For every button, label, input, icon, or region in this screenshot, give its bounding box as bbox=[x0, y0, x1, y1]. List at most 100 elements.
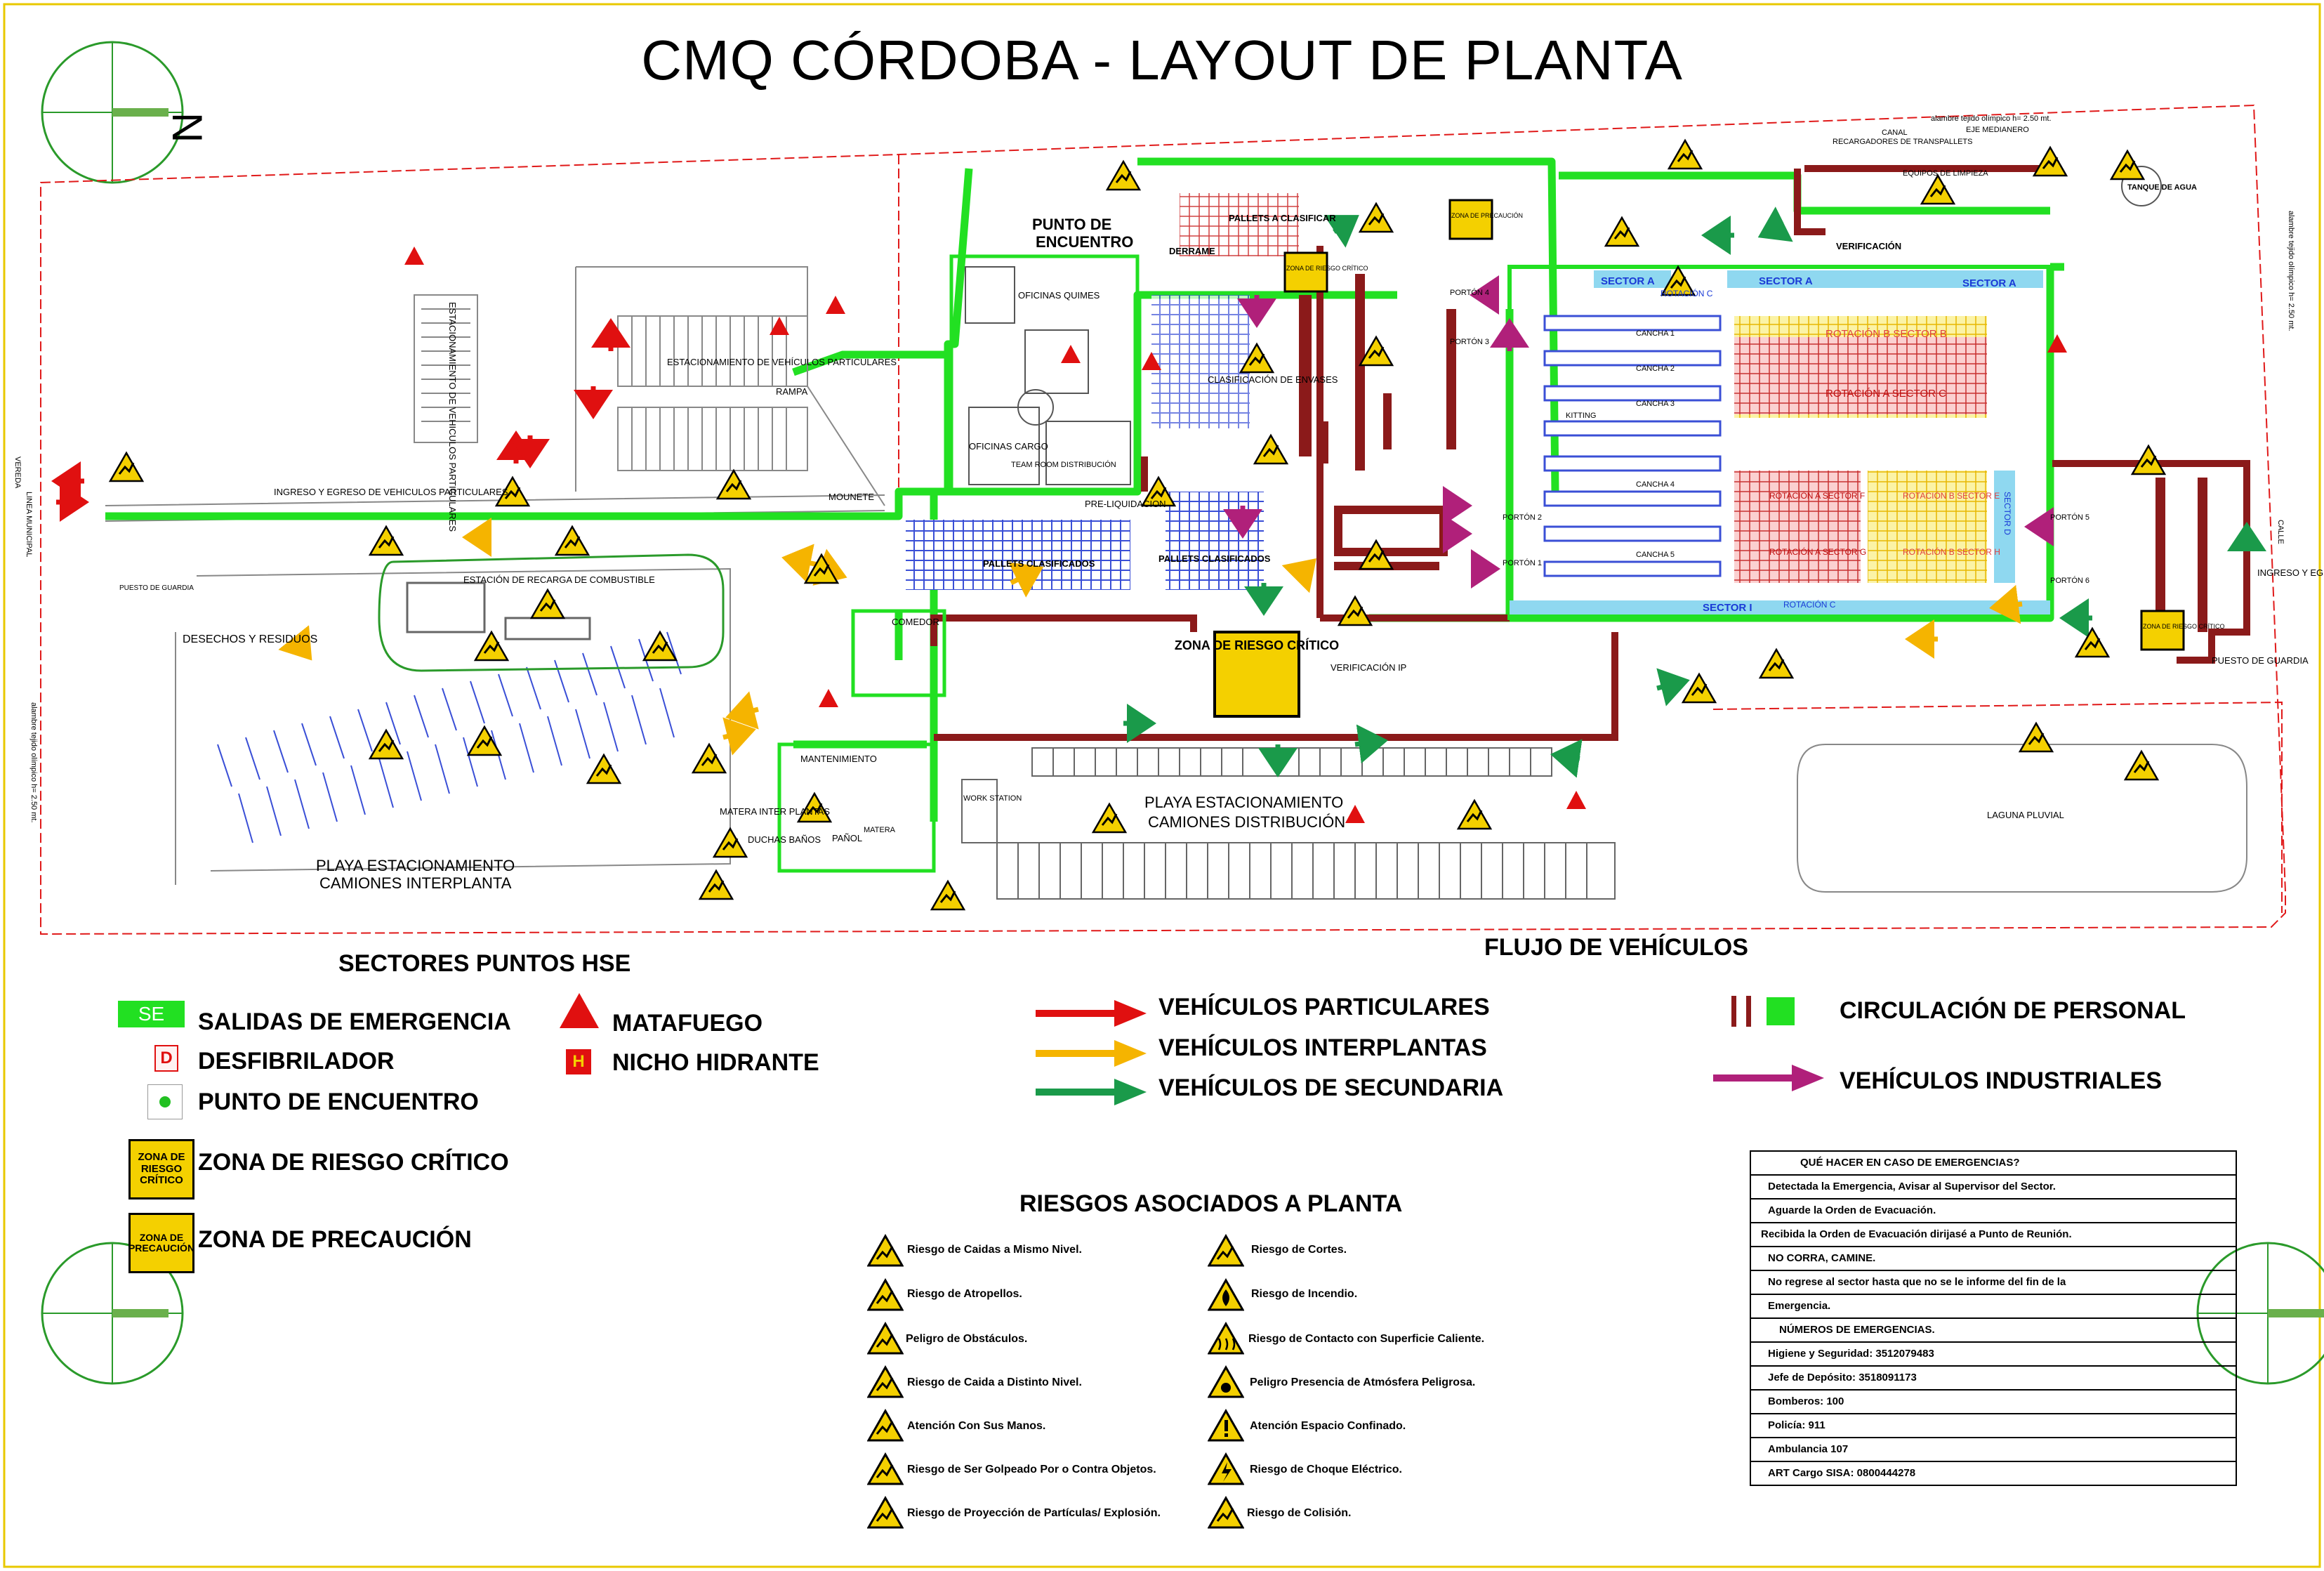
label-oficinas-quimes: OFICINAS QUIMES bbox=[1018, 290, 1100, 301]
legend-salidas: SALIDAS DE EMERGENCIA bbox=[198, 1008, 511, 1035]
label-porton-6: PORTÓN 6 bbox=[2050, 576, 2089, 585]
risk-incendio-icon bbox=[1208, 1278, 1244, 1311]
legend-desfibrilador-icon: D bbox=[154, 1045, 178, 1072]
emergency-row: Bomberos: 100 bbox=[1751, 1391, 2236, 1414]
risk-left-4: Riesgo de Caida a Distinto Nivel. bbox=[907, 1376, 1082, 1388]
label-pallets-a-clasificar: PALLETS A CLASIFICAR bbox=[1229, 213, 1336, 223]
laguna-boundary bbox=[1712, 701, 2283, 913]
clasificacion-envases-area bbox=[1151, 295, 1250, 428]
label-tanque-agua: TANQUE DE AGUA bbox=[2127, 183, 2197, 192]
label-porton-1: PORTÓN 1 bbox=[1503, 558, 1542, 567]
water-tank bbox=[2121, 166, 2162, 206]
risk-caida-distinto-nivel-icon bbox=[867, 1365, 904, 1398]
flow-secundaria bbox=[1123, 206, 2266, 778]
legend-punto-encuentro: PUNTO DE ENCUENTRO bbox=[198, 1089, 479, 1115]
label-sector-e: ROTACIÓN B SECTOR E bbox=[1903, 490, 2000, 501]
legend-personal: CIRCULACIÓN DE PERSONAL bbox=[1840, 997, 2186, 1024]
risk-atmosfera-icon bbox=[1208, 1365, 1244, 1398]
label-mantenimiento: MANTENIMIENTO bbox=[800, 754, 877, 764]
legend-punto-encuentro-icon bbox=[147, 1084, 183, 1119]
zona-riesgo-center-label: ZONA DE RIESGO CRÍTICO bbox=[1175, 638, 1339, 652]
label-estac-particulares: ESTACIONAMIENTO DE VEHÍCULOS PARTICULARE… bbox=[667, 357, 897, 367]
label-cancha-5: CANCHA 5 bbox=[1636, 551, 1675, 559]
sector-f-area bbox=[1734, 471, 1861, 527]
legend-interplantas: VEHÍCULOS INTERPLANTAS bbox=[1158, 1034, 1487, 1061]
label-canal: CANAL bbox=[1882, 129, 1908, 137]
legend-secundaria: VEHÍCULOS DE SECUNDARIA bbox=[1158, 1074, 1504, 1101]
risk-left-7: Riesgo de Proyección de Partículas/ Expl… bbox=[907, 1507, 1161, 1519]
label-puesto-guardia-right: PUESTO DE GUARDIA bbox=[2212, 655, 2309, 666]
flow-industriales bbox=[1223, 275, 2054, 589]
label-verificacion: VERIFICACIÓN bbox=[1836, 241, 1901, 251]
risk-right-5: Atención Espacio Confinado. bbox=[1250, 1420, 1406, 1432]
car-parking-particulares bbox=[414, 294, 808, 471]
legend-zona-riesgo: ZONA DE RIESGO CRÍTICO bbox=[198, 1149, 509, 1176]
sector-a-strip bbox=[1727, 270, 2043, 288]
label-porton-2: PORTÓN 2 bbox=[1503, 513, 1542, 522]
pallets-clasificados-area-2 bbox=[1166, 492, 1264, 590]
zona-precaucion-top bbox=[1448, 199, 1493, 240]
label-pallets-clasificados-1: PALLETS CLASIFICADOS bbox=[983, 558, 1095, 569]
risk-left-5: Atención Con Sus Manos. bbox=[907, 1420, 1046, 1432]
legend-matafuego-icon bbox=[560, 993, 599, 1028]
map-labels: ESTACIONAMIENTO DE VEHICULOS PARTICULARE… bbox=[13, 114, 2324, 892]
label-sector-g: ROTACIÓN A SECTOR G bbox=[1769, 546, 1866, 557]
legend-flow-title: FLUJO DE VEHÍCULOS bbox=[1484, 934, 1748, 961]
risk-espacio-confinado-icon bbox=[1208, 1409, 1244, 1442]
label-cancha-2: CANCHA 2 bbox=[1636, 364, 1675, 373]
risk-choque-electrico-icon bbox=[1208, 1452, 1244, 1485]
pallets-a-clasificar-area bbox=[1180, 193, 1299, 256]
sector-i-strip bbox=[1510, 600, 2050, 614]
label-ingreso-egreso-right: INGRESO Y EGRESO bbox=[2257, 567, 2324, 578]
page-title: CMQ CÓRDOBA - LAYOUT DE PLANTA bbox=[641, 29, 1683, 91]
emergency-row: Aguarde la Orden de Evacuación. bbox=[1751, 1199, 2236, 1223]
legend-matafuego: MATAFUEGO bbox=[612, 1010, 763, 1037]
label-equipos-limpieza: EQUIPOS DE LIMPIEZA bbox=[1903, 169, 1988, 178]
emergency-row: Policía: 911 bbox=[1751, 1414, 2236, 1438]
risk-manos-icon bbox=[867, 1409, 904, 1442]
legend-nicho: NICHO HIDRANTE bbox=[612, 1049, 819, 1076]
legend-zona-riesgo-icon: ZONA DE RIESGO CRÍTICO bbox=[128, 1139, 194, 1199]
risk-golpeado-icon bbox=[867, 1452, 904, 1485]
label-pallets-clasificados-2: PALLETS CLASIFICADOS bbox=[1158, 553, 1271, 564]
emergency-row: Jefe de Depósito: 3518091173 bbox=[1751, 1367, 2236, 1391]
label-sector-a2: SECTOR A bbox=[1759, 275, 1813, 287]
label-puesto-guardia-left: PUESTO DE GUARDIA bbox=[119, 584, 194, 592]
emergency-row: QUÉ HACER EN CASO DE EMERGENCIAS? bbox=[1751, 1152, 2236, 1176]
label-boundary-top: alambre tejido olímpico h= 2.50 mt. bbox=[1931, 114, 2052, 123]
risk-colision-icon bbox=[1208, 1496, 1244, 1529]
risk-cortes-icon bbox=[1208, 1234, 1244, 1267]
legend-personal-green-icon bbox=[1767, 997, 1795, 1025]
legend-desfibrilador: DESFIBRILADOR bbox=[198, 1048, 395, 1074]
legend-zona-precaucion: ZONA DE PRECAUCIÓN bbox=[198, 1226, 472, 1253]
label-work-station: WORK STATION bbox=[963, 794, 1022, 803]
emergency-row: Emergencia. bbox=[1751, 1295, 2236, 1319]
risk-right-4: Peligro Presencia de Atmósfera Peligrosa… bbox=[1250, 1376, 1476, 1388]
legend-particulares-arrow bbox=[1036, 1000, 1147, 1027]
legend-secundaria-arrow bbox=[1036, 1079, 1147, 1105]
label-cancha-3: CANCHA 3 bbox=[1636, 400, 1675, 408]
emergency-instructions-table: QUÉ HACER EN CASO DE EMERGENCIAS? Detect… bbox=[1750, 1150, 2237, 1486]
legend-industriales: VEHÍCULOS INDUSTRIALES bbox=[1840, 1067, 2163, 1094]
label-cancha-1: CANCHA 1 bbox=[1636, 329, 1675, 338]
label-boundary-left: alambre tejido olímpico h= 2.50 mt. bbox=[29, 702, 38, 823]
label-playa-distribucion-1: PLAYA ESTACIONAMIENTO bbox=[1144, 794, 1343, 811]
legend-hse-title: SECTORES PUNTOS HSE bbox=[338, 950, 631, 977]
warehouse-floor bbox=[1507, 265, 2052, 620]
risk-obstaculos-icon bbox=[867, 1322, 904, 1355]
legend-industriales-arrow bbox=[1713, 1065, 1824, 1091]
label-calle: CALLE bbox=[2276, 520, 2285, 544]
risk-left-3: Peligro de Obstáculos. bbox=[906, 1333, 1028, 1345]
label-oficinas-cargo: OFICINAS CARGO bbox=[969, 441, 1048, 452]
label-laguna: LAGUNA PLUVIAL bbox=[1987, 810, 2064, 820]
flow-particulares bbox=[51, 318, 630, 522]
label-comedor: COMEDOR bbox=[892, 617, 939, 627]
label-playa-distribucion-2: CAMIONES DISTRIBUCIÓN bbox=[1148, 813, 1345, 831]
label-playa-interplanta-2: CAMIONES INTERPLANTA bbox=[319, 874, 512, 892]
risk-proyeccion-icon bbox=[867, 1496, 904, 1529]
label-porton-4: PORTÓN 4 bbox=[1450, 288, 1489, 297]
label-linea-municipal: LINEA MUNICIPAL bbox=[25, 492, 33, 557]
risks-title: RIESGOS ASOCIADOS A PLANTA bbox=[1019, 1190, 1403, 1217]
label-zona-riesgo-small: ZONA DE RIESGO CRÍTICO bbox=[1286, 265, 1368, 272]
